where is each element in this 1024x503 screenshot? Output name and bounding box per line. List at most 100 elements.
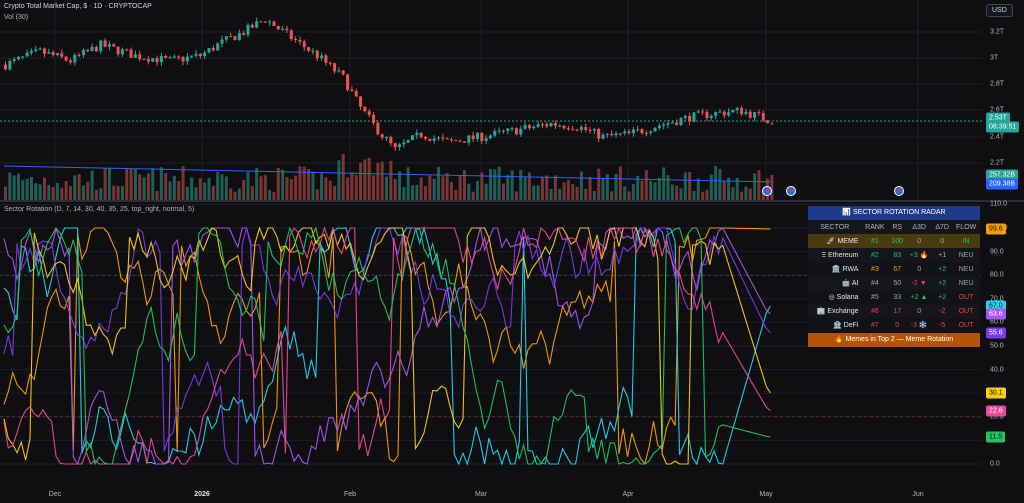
radar-cell-rs: 67 — [893, 265, 902, 273]
radar-cell-d3: -3 ❄️ — [910, 322, 928, 329]
radar-cell-d7: +2 — [938, 279, 947, 287]
price-axis-label: 2.6T — [990, 106, 1005, 114]
radar-cell-rs: 83 — [893, 251, 902, 259]
radar-cell-sector: Ξ Ethereum — [821, 251, 859, 259]
radar-row: 🏛️ RWA #3 67 0 +2 NEU — [808, 262, 980, 276]
symbol-title[interactable]: Crypto Total Market Cap, $ · 1D · CRYPTO… — [4, 3, 152, 10]
indicator-axis-label: 40.0 — [990, 366, 1004, 374]
indicator-axis-label: 60.0 — [990, 318, 1004, 326]
radar-cell-d7: +2 — [938, 293, 947, 301]
radar-cell-d7: -2 — [939, 307, 946, 315]
radar-row: 🤖 AI #4 50 -2 ▼ +2 NEU — [808, 276, 980, 290]
radar-footer: 🔥 Memes in Top 2 — Meme Rotation — [808, 333, 980, 347]
radar-row: ◎ Solana #5 33 +2 ▲ +2 OUT — [808, 290, 980, 304]
price-axis[interactable]: 3.2T 3T 2.8T 2.6T 2.4T 2.2T 2.53T 08:39:51 257.3… — [982, 0, 1024, 200]
radar-cell-rank: #3 — [870, 265, 879, 273]
radar-cell-rank: #7 — [870, 321, 879, 329]
event-flag-icon[interactable] — [786, 186, 796, 196]
price-axis-label: 2.8T — [990, 80, 1005, 88]
indicator-axis[interactable]: 110.0100.090.080.070.060.050.040.030.020… — [982, 200, 1024, 482]
time-axis-label: 2026 — [194, 491, 210, 498]
radar-cell-rank: #4 — [870, 279, 879, 287]
radar-cell-d7: +1 — [938, 251, 947, 259]
radar-cell-d3: 0 — [917, 265, 922, 273]
time-axis[interactable]: Dec 2026 Feb Mar Apr May Jun — [0, 482, 982, 503]
indicator-value-tag: 22.6 — [986, 405, 1006, 417]
indicator-axis-label: 50.0 — [990, 342, 1004, 350]
radar-cell-rs: 17 — [893, 307, 902, 315]
price-tag: 2.53T — [986, 112, 1010, 124]
radar-cell-flow: NEU — [958, 265, 974, 273]
price-axis-label: 3.2T — [990, 28, 1005, 36]
indicator-axis-label: 20.0 — [990, 413, 1004, 421]
col-d3: Δ3D — [906, 220, 933, 234]
radar-cell-sector: 🏛️ RWA — [831, 266, 859, 273]
indicator-value-tag: 63.6 — [986, 308, 1006, 320]
radar-cell-rs: 50 — [893, 279, 902, 287]
radar-cell-d3: 0 — [917, 237, 922, 245]
radar-cell-d3: 0 — [917, 307, 922, 315]
indicator-chart[interactable] — [0, 202, 982, 482]
time-axis-label: Jun — [912, 491, 924, 498]
radar-cell-sector: 🏢 Exchange — [816, 308, 859, 315]
indicator-value-tag: 30.1 — [986, 387, 1006, 399]
indicator-axis-label: 110.0 — [990, 200, 1007, 208]
price-chart[interactable] — [0, 0, 982, 200]
sector-rotation-radar: 📊 SECTOR ROTATION RADAR SECTOR RANK RS Δ… — [808, 206, 980, 347]
radar-cell-rs: 33 — [893, 293, 902, 301]
radar-cell-sector: 🏦 DeFi — [833, 322, 859, 329]
radar-cell-sector: 🤖 AI — [841, 280, 859, 287]
col-rank: RANK — [861, 220, 889, 234]
radar-cell-flow: OUT — [958, 293, 974, 301]
radar-row: 🏢 Exchange #6 17 0 -2 OUT — [808, 304, 980, 318]
indicator-axis-label: 70.0 — [990, 295, 1004, 303]
col-d7: Δ7D — [932, 220, 953, 234]
col-flow: FLOW — [952, 220, 980, 234]
volume-ma-tag: 209.38B — [986, 178, 1019, 190]
price-axis-label: 3T — [990, 54, 999, 62]
volume-label[interactable]: Vol (30) — [4, 14, 29, 21]
time-axis-label: Feb — [343, 491, 357, 498]
indicator-pane[interactable]: Sector Rotation (D, 7, 14, 30, 40, 35, 2… — [0, 202, 982, 482]
radar-cell-d7: +2 — [938, 265, 947, 273]
price-pane[interactable]: Crypto Total Market Cap, $ · 1D · CRYPTO… — [0, 0, 982, 200]
indicator-axis-label: 90.0 — [990, 248, 1004, 256]
indicator-axis-label: 0.0 — [990, 460, 1000, 468]
currency-button[interactable]: USD — [986, 4, 1013, 17]
radar-cell-flow: NEU — [958, 251, 974, 259]
radar-cell-rank: #5 — [870, 293, 879, 301]
event-flag-icon[interactable] — [762, 186, 772, 196]
indicator-title[interactable]: Sector Rotation (D, 7, 14, 30, 40, 35, 2… — [4, 206, 195, 213]
radar-cell-d3: +2 ▲ — [910, 293, 928, 301]
price-axis-label: 2.4T — [990, 133, 1005, 141]
radar-table: SECTOR RANK RS Δ3D Δ7D FLOW 🚀 MEME #1 100 0… — [808, 220, 980, 332]
time-axis-label: Apr — [622, 491, 634, 498]
price-axis-label: 2.2T — [990, 159, 1005, 167]
radar-cell-rs: 100 — [891, 237, 904, 245]
radar-cell-rank: #1 — [870, 237, 879, 245]
radar-cell-flow: IN — [962, 237, 970, 245]
col-rs: RS — [888, 220, 907, 234]
indicator-value-tag: 99.6 — [986, 223, 1006, 235]
radar-cell-rank: #2 — [870, 251, 879, 259]
indicator-value-tag: 11.5 — [986, 431, 1006, 443]
time-axis-label: Mar — [474, 491, 488, 498]
radar-row: 🏦 DeFi #7 0 -3 ❄️ -5 OUT — [808, 318, 980, 332]
radar-cell-sector: ◎ Solana — [828, 294, 859, 301]
price-timer: 08:39:51 — [986, 121, 1020, 133]
col-sector: SECTOR — [808, 220, 862, 234]
time-axis-label: May — [759, 491, 773, 498]
radar-title: 📊 SECTOR ROTATION RADAR — [808, 206, 980, 220]
indicator-value-tag: 67.0 — [986, 300, 1006, 312]
radar-row: 🚀 MEME #1 100 0 0 IN — [808, 234, 980, 248]
radar-cell-d3: +3 🔥 — [909, 252, 929, 259]
radar-cell-flow: NEU — [958, 279, 974, 287]
radar-cell-rank: #6 — [870, 307, 879, 315]
radar-cell-d3: -2 ▼ — [911, 279, 927, 287]
indicator-value-tag: 55.6 — [986, 327, 1006, 339]
radar-cell-d7: -5 — [939, 321, 946, 329]
time-axis-label: Dec — [48, 491, 62, 498]
radar-cell-flow: OUT — [958, 307, 974, 315]
pane-separator[interactable] — [0, 200, 1024, 202]
event-flag-icon[interactable] — [894, 186, 904, 196]
